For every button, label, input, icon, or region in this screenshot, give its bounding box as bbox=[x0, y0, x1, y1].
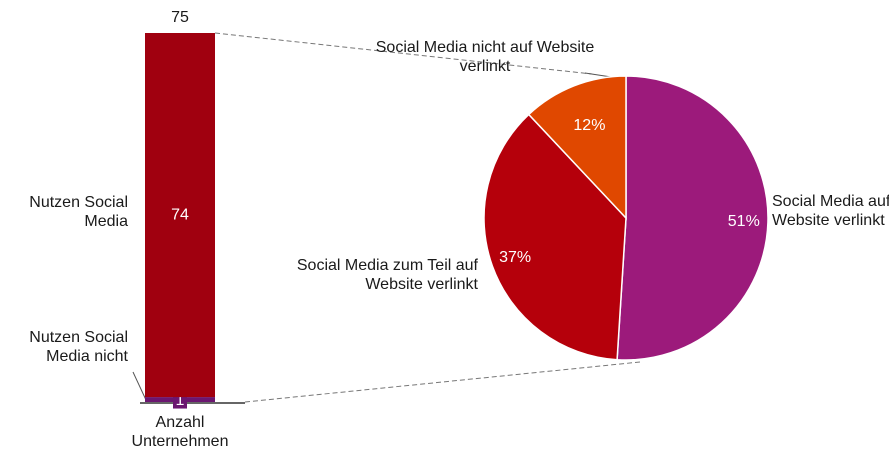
data-label: 12% bbox=[573, 117, 605, 134]
connector-line bbox=[244, 361, 641, 403]
data-label: 51% bbox=[728, 213, 760, 230]
series-label: Nutzen Social Media nicht bbox=[29, 329, 128, 365]
data-label: 74 bbox=[171, 206, 189, 223]
pie-slice bbox=[616, 75, 769, 361]
bar-segment bbox=[145, 33, 215, 398]
category-label: Social Media auf Website verlinkt bbox=[772, 193, 889, 229]
x-tick-label: Anzahl Unternehmen bbox=[131, 414, 229, 450]
data-label: 1 bbox=[176, 392, 185, 409]
data-label: 37% bbox=[499, 249, 531, 266]
category-label: Social Media zum Teil auf Website verlin… bbox=[296, 257, 478, 293]
connector-line bbox=[214, 32, 593, 75]
pie-slice bbox=[527, 75, 627, 220]
category-label: Social Media nicht auf Website verlinkt bbox=[375, 39, 595, 75]
series-label: Nutzen Social Media bbox=[29, 194, 128, 230]
leader-line bbox=[132, 371, 147, 401]
pie-slice bbox=[483, 113, 627, 361]
total-label: 75 bbox=[171, 9, 189, 26]
